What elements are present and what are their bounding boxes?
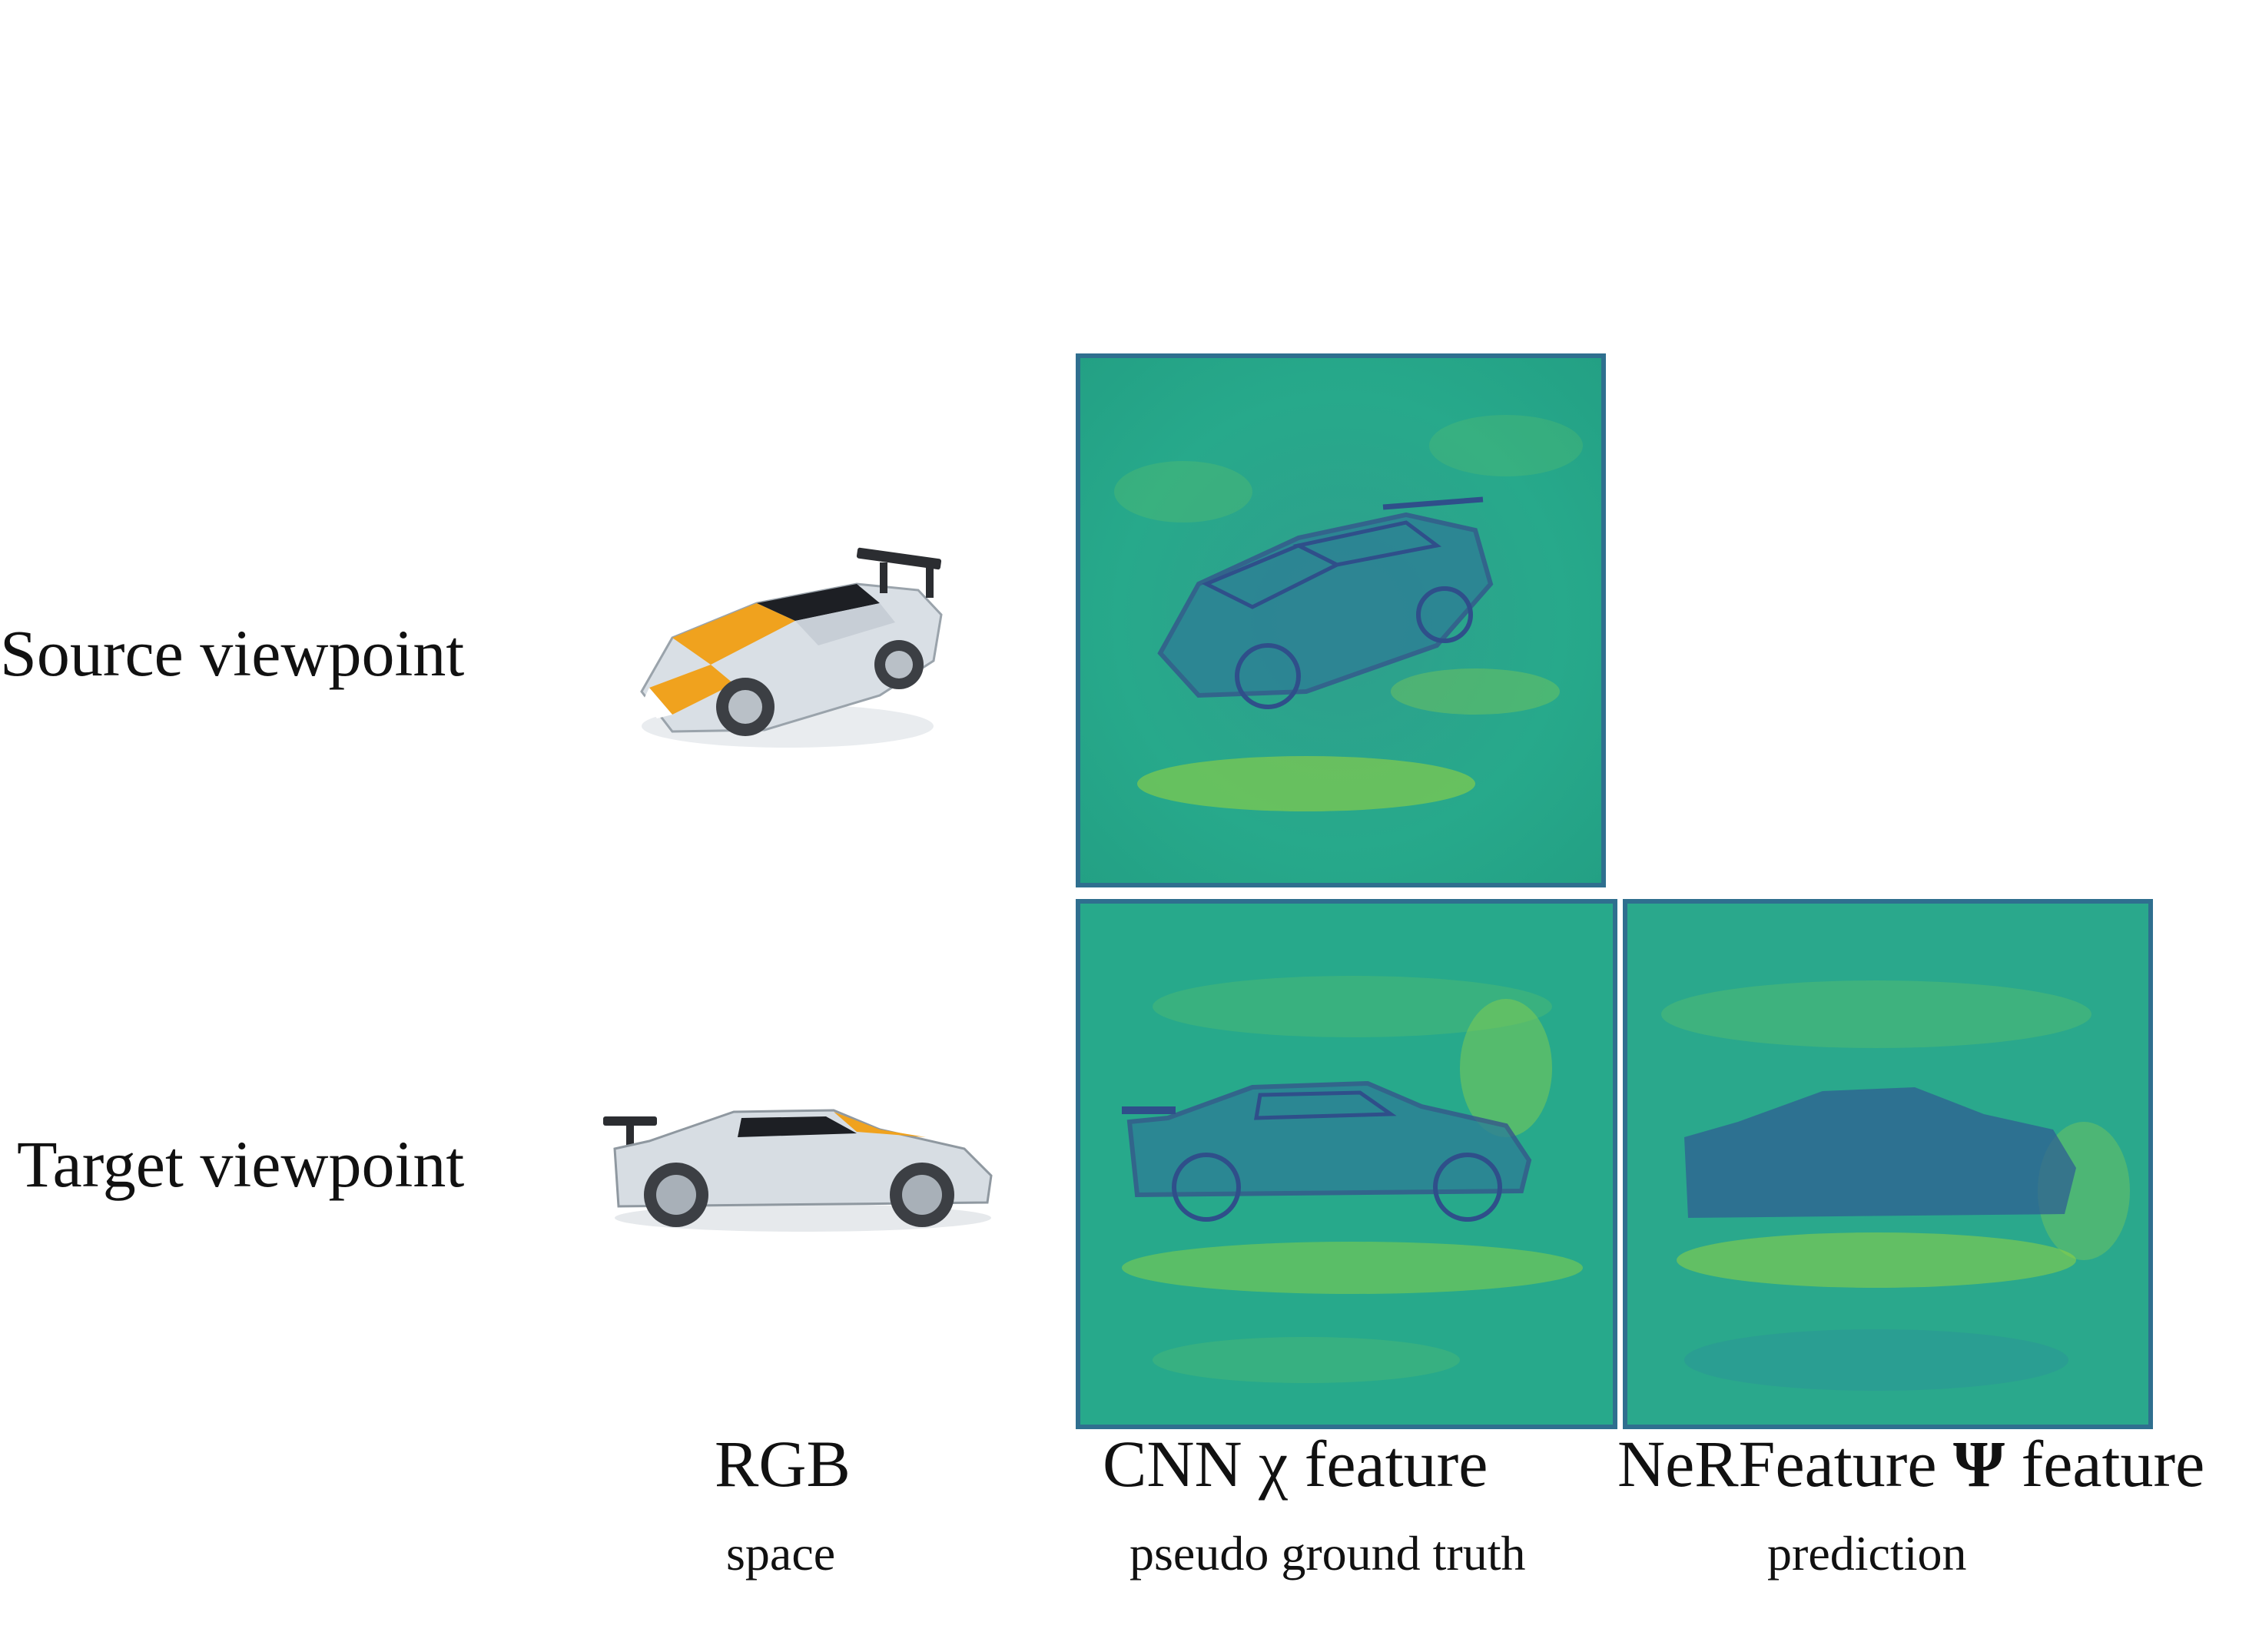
- cnn-column-subtitle: pseudo ground truth: [1129, 1526, 1526, 1581]
- cnn-column-title: CNN χ feature: [1103, 1427, 1488, 1501]
- rgb-column-subtitle: space: [726, 1526, 836, 1581]
- nerfeature-column-title: NeRFeature Ψ feature: [1617, 1425, 2204, 1502]
- target-rgb-image: [603, 1103, 995, 1237]
- nerfeature-column-subtitle: prediction: [1767, 1526, 1967, 1581]
- rgb-column-title: RGB: [715, 1427, 851, 1501]
- psi-symbol: Ψ: [1953, 1427, 2005, 1501]
- cnn-feature-map-source: [1076, 353, 1606, 887]
- source-rgb-image: [626, 530, 957, 761]
- cnn-feature-map-target: [1076, 899, 1617, 1429]
- nerfeature-title-prefix: NeRFeature: [1617, 1427, 1954, 1501]
- nerfeature-title-suffix: feature: [2005, 1427, 2205, 1501]
- target-viewpoint-label: Target viewpoint: [17, 1127, 465, 1201]
- source-viewpoint-label: Source viewpoint: [0, 616, 465, 690]
- nerfeature-feature-map-target: [1623, 899, 2153, 1429]
